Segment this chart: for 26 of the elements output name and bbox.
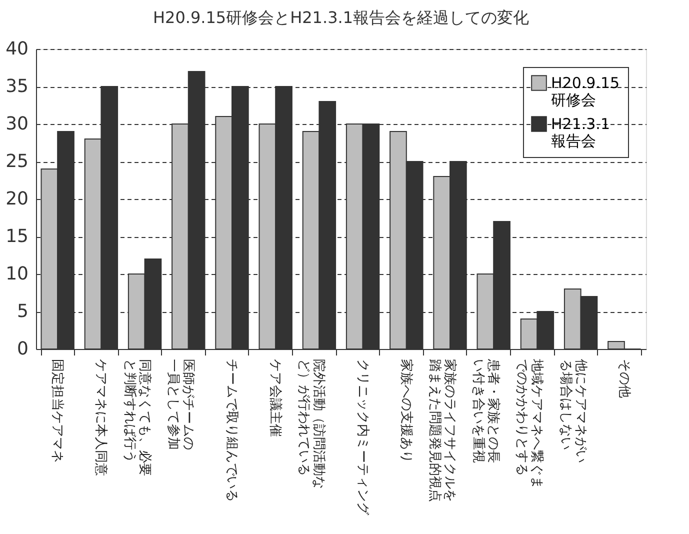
y-tick-label: 15 [6, 226, 28, 247]
x-tick-label: 家族への支援あり [398, 359, 414, 463]
y-tick-label: 0 [17, 338, 28, 360]
x-tick-label: 家族のライフサイクルを踏まえた問題発見的視点 [427, 359, 458, 502]
legend-label: H21.3.1 報告会 [551, 115, 610, 150]
y-tick-label: 10 [6, 264, 28, 284]
x-tick-label: 地域ケアマネへ繋ぐまでのかかわりとする [514, 358, 544, 489]
x-tick-label: チームで取り組んでいる [224, 359, 239, 502]
y-tick-label: 30 [6, 114, 28, 134]
y-tick-label: 40 [6, 38, 28, 60]
x-tick-label: 院外活動（訪問活動など）が行われている [296, 359, 326, 489]
x-tick-label: 他にケアマネがいる場合はしない [558, 359, 588, 463]
x-tick-label: その他 [616, 359, 632, 398]
x-tick-label: 医師がチームの一員として参加 [165, 359, 196, 450]
x-tick-label: クリニック内ミーティング [354, 359, 370, 516]
chart-title: H20.9.15研修会とH21.3.1報告会を経過しての変化 [152, 8, 530, 27]
x-tick-label: 同意なくても、必要と判断すれば行う [122, 359, 152, 476]
legend-label: H20.9.15 研修会 [551, 74, 620, 109]
x-tick-label: ケア会議主催 [268, 359, 284, 437]
y-tick-label: 5 [17, 301, 28, 322]
x-tick-label: ケアマネに本人同意 [93, 359, 108, 476]
x-tick-label: 患者・家族との長い付き合いを重視 [470, 358, 502, 463]
y-tick-label: 35 [6, 76, 28, 97]
y-tick-label: 25 [6, 151, 28, 172]
x-tick-label: 固定担当ケアマネ [50, 359, 65, 463]
y-tick-label: 20 [6, 188, 28, 210]
